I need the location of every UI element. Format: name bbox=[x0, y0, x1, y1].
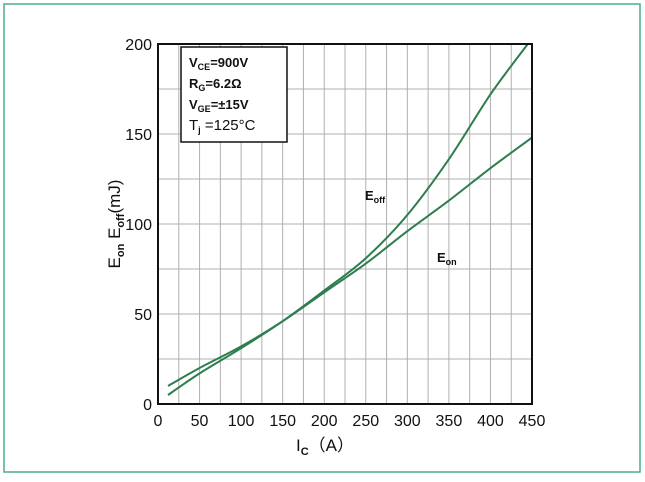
outer-frame bbox=[3, 3, 641, 473]
y-tick-label: 100 bbox=[125, 217, 152, 234]
x-tick-label: 200 bbox=[311, 413, 338, 430]
condition-line: VCE=900V bbox=[189, 55, 248, 72]
conditions-box bbox=[180, 46, 288, 143]
labels: Eoff Eon VCE=900V RG=6.2Ω VGE=±15V Tj =125°C I… bbox=[105, 46, 457, 458]
series-line-eoff bbox=[167, 43, 529, 396]
x-tick-label: 400 bbox=[477, 413, 504, 430]
x-axis-title: IC（A） bbox=[296, 436, 354, 458]
x-tick-label: 300 bbox=[394, 413, 421, 430]
x-tick-label: 0 bbox=[154, 413, 163, 430]
series-line-eon bbox=[167, 136, 533, 387]
y-axis-title: Eon Eoff(mJ) bbox=[105, 180, 127, 269]
condition-line: VGE=±15V bbox=[189, 97, 249, 114]
tick-labels: 0 50 100 150 200 250 300 350 400 450 0 50 100 150 200 bbox=[125, 37, 545, 430]
x-tick-label: 50 bbox=[191, 413, 209, 430]
x-tick-label: 350 bbox=[436, 413, 463, 430]
condition-line: Tj =125°C bbox=[189, 117, 256, 135]
x-tick-label: 250 bbox=[352, 413, 379, 430]
series-layer bbox=[167, 43, 533, 396]
y-tick-label: 150 bbox=[125, 127, 152, 144]
x-tick-label: 450 bbox=[519, 413, 546, 430]
x-tick-label: 150 bbox=[269, 413, 296, 430]
y-tick-label: 0 bbox=[143, 397, 152, 414]
x-tick-label: 100 bbox=[228, 413, 255, 430]
plot-frame bbox=[157, 43, 533, 405]
series-label-eon: Eon bbox=[437, 250, 457, 267]
series-label-eoff: Eoff bbox=[365, 188, 386, 205]
y-tick-label: 50 bbox=[134, 307, 152, 324]
condition-line: RG=6.2Ω bbox=[189, 76, 242, 93]
y-tick-label: 200 bbox=[125, 37, 152, 54]
